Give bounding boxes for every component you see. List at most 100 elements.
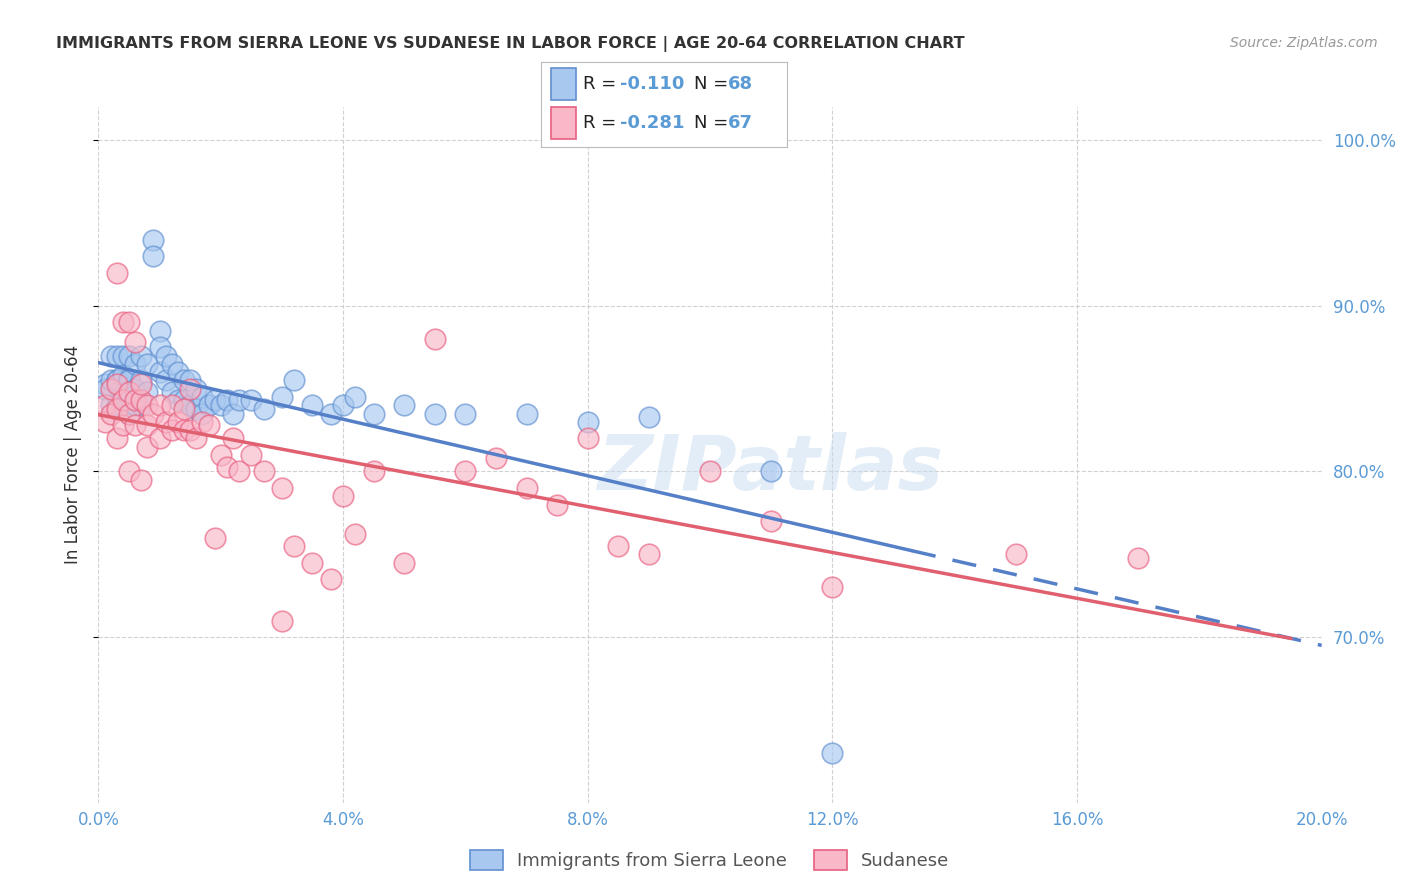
- Point: [105, 401, 128, 416]
- Point: [423, 407, 446, 421]
- Point: [1128, 550, 1150, 565]
- Point: [319, 572, 342, 586]
- Point: [118, 407, 141, 421]
- Point: [142, 249, 165, 263]
- Point: [228, 465, 250, 479]
- Text: -0.281: -0.281: [620, 114, 685, 132]
- Point: [129, 373, 152, 387]
- Point: [129, 349, 152, 363]
- Point: [118, 384, 141, 399]
- Text: N =: N =: [695, 114, 734, 132]
- Text: N =: N =: [695, 75, 734, 93]
- Point: [363, 465, 385, 479]
- Point: [105, 349, 128, 363]
- Point: [454, 465, 477, 479]
- Point: [332, 489, 354, 503]
- Point: [105, 373, 128, 387]
- Point: [204, 393, 226, 408]
- Point: [129, 398, 152, 412]
- Text: ZIPatlas: ZIPatlas: [598, 432, 945, 506]
- Point: [179, 373, 201, 387]
- Point: [270, 481, 292, 495]
- Point: [155, 373, 177, 387]
- Point: [332, 398, 354, 412]
- Point: [124, 393, 146, 408]
- Point: [142, 407, 165, 421]
- Point: [516, 407, 538, 421]
- Point: [821, 746, 844, 760]
- Point: [423, 332, 446, 346]
- Point: [160, 423, 183, 437]
- Point: [637, 547, 661, 561]
- Point: [111, 349, 134, 363]
- Point: [215, 393, 238, 408]
- Point: [160, 384, 183, 399]
- Point: [222, 431, 245, 445]
- Text: R =: R =: [583, 114, 621, 132]
- Point: [136, 384, 159, 399]
- Point: [111, 315, 134, 329]
- Point: [363, 407, 385, 421]
- Point: [100, 373, 122, 387]
- Point: [197, 418, 219, 433]
- Point: [240, 393, 263, 408]
- Point: [136, 357, 159, 371]
- Point: [209, 448, 232, 462]
- Point: [149, 324, 172, 338]
- Point: [136, 398, 159, 412]
- Point: [204, 531, 226, 545]
- Point: [93, 398, 115, 412]
- Point: [100, 349, 122, 363]
- Point: [105, 266, 128, 280]
- Point: [344, 527, 367, 541]
- Point: [105, 376, 128, 391]
- Point: [173, 423, 195, 437]
- Point: [93, 382, 115, 396]
- Point: [485, 451, 508, 466]
- Point: [344, 390, 367, 404]
- Point: [118, 407, 141, 421]
- Point: [186, 401, 208, 416]
- Point: [136, 418, 159, 433]
- Point: [215, 459, 238, 474]
- Text: R =: R =: [583, 75, 621, 93]
- Point: [100, 382, 122, 396]
- Point: [124, 418, 146, 433]
- Point: [160, 357, 183, 371]
- Point: [118, 373, 141, 387]
- Point: [191, 390, 214, 404]
- Point: [118, 465, 141, 479]
- Point: [118, 315, 141, 329]
- Point: [111, 368, 134, 383]
- Point: [129, 393, 152, 408]
- Point: [392, 398, 416, 412]
- Point: [124, 398, 146, 412]
- Point: [392, 556, 416, 570]
- Point: [637, 409, 661, 424]
- Point: [252, 465, 274, 479]
- Point: [179, 382, 201, 396]
- Point: [129, 376, 152, 391]
- Point: [167, 415, 190, 429]
- Point: [197, 398, 219, 412]
- Point: [93, 376, 115, 391]
- Point: [167, 393, 190, 408]
- Point: [283, 373, 305, 387]
- Point: [191, 407, 214, 421]
- Point: [209, 398, 232, 412]
- Point: [173, 393, 195, 408]
- Text: -0.110: -0.110: [620, 75, 685, 93]
- Point: [167, 365, 190, 379]
- Text: 68: 68: [728, 75, 754, 93]
- Point: [179, 423, 201, 437]
- Point: [301, 398, 323, 412]
- Point: [283, 539, 305, 553]
- Point: [100, 407, 122, 421]
- Point: [160, 398, 183, 412]
- Point: [228, 393, 250, 408]
- Text: Source: ZipAtlas.com: Source: ZipAtlas.com: [1230, 36, 1378, 50]
- FancyBboxPatch shape: [551, 106, 576, 139]
- Point: [149, 398, 172, 412]
- Point: [270, 614, 292, 628]
- Point: [118, 349, 141, 363]
